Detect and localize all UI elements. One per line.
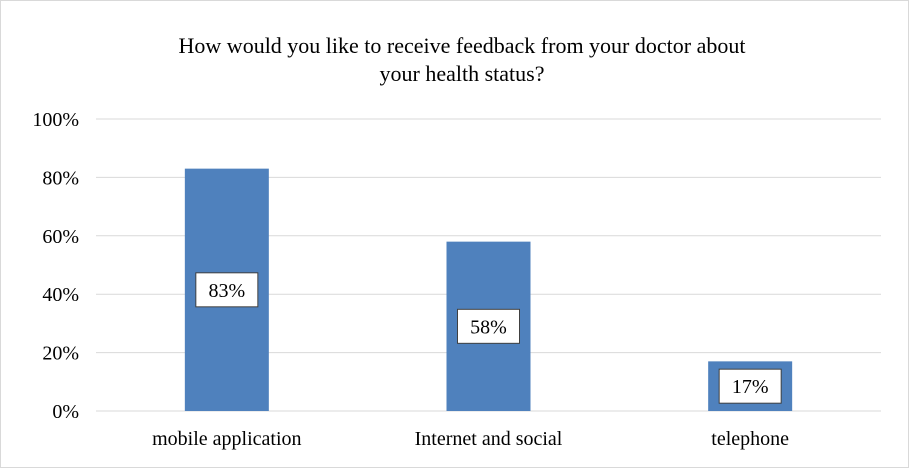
y-tick-label: 100% [32, 109, 79, 131]
y-tick-label: 40% [42, 284, 79, 306]
chart-title-line-2: your health status? [380, 61, 545, 86]
data-label: 58% [470, 316, 507, 338]
bars: 83% 58% 17% [184, 168, 793, 411]
data-label-box [195, 272, 259, 308]
data-label-box [457, 308, 520, 344]
x-category-label: mobile application [152, 428, 301, 450]
y-tick-label: 60% [42, 226, 79, 248]
y-tick-label: 0% [52, 401, 79, 423]
y-tick-label: 20% [42, 343, 79, 365]
x-category-label: Internet and social [415, 428, 563, 450]
y-tick-label: 80% [42, 167, 79, 189]
x-axis-categories: mobile application Internet and social tel… [152, 428, 789, 450]
y-axis-ticks: 0% 20% 40% 60% 80% 100% [32, 109, 79, 423]
data-label-box [718, 368, 782, 404]
data-label: 83% [208, 280, 245, 302]
data-label: 17% [732, 376, 769, 398]
chart-title-line-1: How would you like to receive feedback f… [179, 33, 746, 58]
x-category-label: telephone [711, 428, 789, 450]
